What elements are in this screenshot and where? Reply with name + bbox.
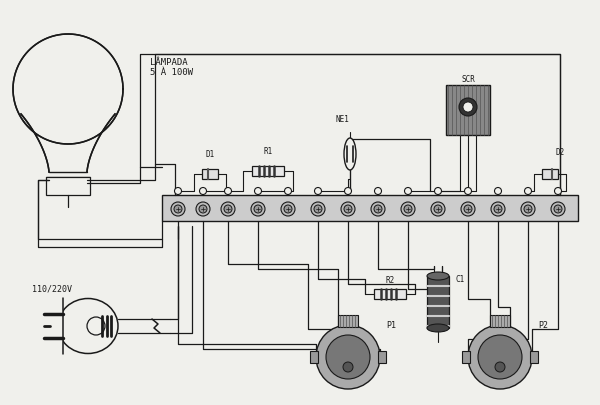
- Circle shape: [254, 188, 262, 195]
- Text: C1: C1: [456, 275, 465, 284]
- Circle shape: [459, 99, 477, 117]
- Ellipse shape: [58, 299, 118, 354]
- Bar: [542, 170, 558, 179]
- Circle shape: [524, 205, 532, 213]
- Circle shape: [434, 205, 442, 213]
- Text: P1: P1: [386, 321, 396, 330]
- Circle shape: [311, 202, 325, 216]
- Bar: [252, 166, 284, 177]
- Circle shape: [224, 205, 232, 213]
- Text: P2: P2: [538, 321, 548, 330]
- Circle shape: [491, 202, 505, 216]
- Circle shape: [316, 325, 380, 389]
- Circle shape: [404, 188, 412, 195]
- Circle shape: [464, 205, 472, 213]
- Circle shape: [284, 188, 292, 195]
- Text: 110/220V: 110/220V: [32, 284, 72, 293]
- Circle shape: [314, 188, 322, 195]
- Text: R2: R2: [385, 276, 395, 285]
- Circle shape: [524, 188, 532, 195]
- Circle shape: [87, 317, 105, 335]
- Circle shape: [326, 335, 370, 379]
- Circle shape: [494, 205, 502, 213]
- Circle shape: [464, 188, 472, 195]
- Bar: [530, 351, 538, 363]
- Circle shape: [196, 202, 210, 216]
- Text: SCR: SCR: [461, 75, 475, 84]
- Circle shape: [494, 188, 502, 195]
- Circle shape: [431, 202, 445, 216]
- Bar: [338, 315, 358, 327]
- Circle shape: [461, 202, 475, 216]
- Circle shape: [468, 325, 532, 389]
- Ellipse shape: [427, 272, 449, 280]
- Circle shape: [344, 188, 352, 195]
- Bar: [43, 296, 63, 356]
- Bar: [46, 177, 90, 196]
- Bar: [378, 351, 386, 363]
- Circle shape: [374, 205, 382, 213]
- Circle shape: [478, 335, 522, 379]
- Circle shape: [401, 202, 415, 216]
- Text: D1: D1: [205, 150, 214, 159]
- Circle shape: [463, 103, 473, 113]
- Circle shape: [314, 205, 322, 213]
- Bar: [374, 289, 406, 299]
- Bar: [462, 351, 470, 363]
- Circle shape: [495, 362, 505, 372]
- Circle shape: [14, 36, 121, 143]
- Text: LÂMPADA
5 À 100W: LÂMPADA 5 À 100W: [150, 58, 193, 77]
- Bar: [310, 351, 318, 363]
- Circle shape: [224, 188, 232, 195]
- Circle shape: [254, 205, 262, 213]
- Circle shape: [281, 202, 295, 216]
- Circle shape: [251, 202, 265, 216]
- Text: NE1: NE1: [335, 115, 349, 124]
- Circle shape: [404, 205, 412, 213]
- Text: D2: D2: [555, 148, 564, 157]
- Bar: [446, 86, 490, 136]
- Text: R1: R1: [263, 147, 272, 156]
- Circle shape: [554, 205, 562, 213]
- Circle shape: [175, 188, 182, 195]
- Circle shape: [341, 202, 355, 216]
- Circle shape: [171, 202, 185, 216]
- Circle shape: [344, 205, 352, 213]
- Circle shape: [551, 202, 565, 216]
- Circle shape: [199, 188, 206, 195]
- Circle shape: [554, 188, 562, 195]
- Ellipse shape: [427, 324, 449, 332]
- Circle shape: [371, 202, 385, 216]
- Bar: [490, 315, 510, 327]
- Bar: [427, 276, 449, 328]
- Circle shape: [434, 188, 442, 195]
- Bar: [202, 170, 218, 179]
- Circle shape: [343, 362, 353, 372]
- Circle shape: [221, 202, 235, 216]
- Circle shape: [284, 205, 292, 213]
- Ellipse shape: [344, 139, 356, 171]
- Circle shape: [521, 202, 535, 216]
- Circle shape: [199, 205, 207, 213]
- Circle shape: [374, 188, 382, 195]
- Circle shape: [174, 205, 182, 213]
- Bar: [162, 196, 578, 222]
